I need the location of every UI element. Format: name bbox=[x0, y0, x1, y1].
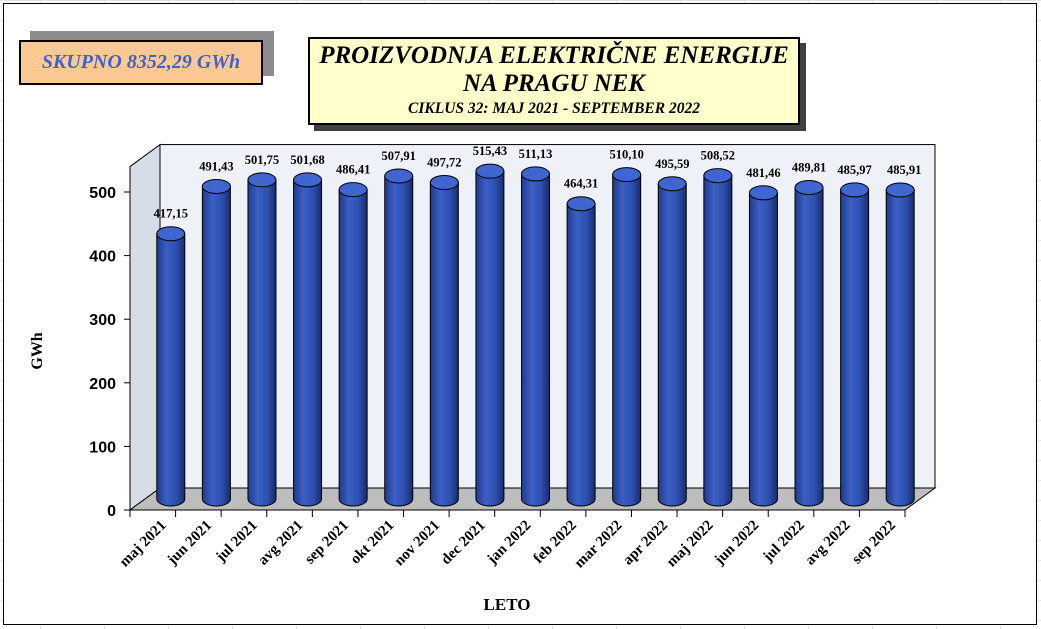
data-label: 417,15 bbox=[154, 207, 188, 221]
bar-top bbox=[475, 163, 505, 179]
bar bbox=[840, 189, 870, 507]
x-tick-label: okt 2021 bbox=[348, 518, 398, 568]
bar-top bbox=[293, 172, 323, 188]
data-label: 489,81 bbox=[792, 160, 826, 174]
bar-top bbox=[338, 182, 368, 198]
bar bbox=[566, 203, 596, 507]
x-tick-label: maj 2022 bbox=[664, 518, 717, 571]
x-tick-label: sep 2021 bbox=[302, 518, 352, 568]
x-tick-label: apr 2022 bbox=[620, 518, 671, 569]
data-label: 501,75 bbox=[245, 153, 279, 167]
bar bbox=[703, 175, 733, 507]
data-label: 464,31 bbox=[564, 177, 598, 191]
y-tick-label: 100 bbox=[89, 439, 116, 456]
bar-top bbox=[429, 174, 459, 190]
bar-top bbox=[794, 179, 824, 195]
data-label: 508,52 bbox=[701, 149, 735, 163]
bar-top bbox=[657, 176, 687, 192]
bar bbox=[794, 186, 824, 507]
bar-top bbox=[840, 182, 870, 198]
bar bbox=[885, 189, 915, 507]
data-label: 485,97 bbox=[837, 163, 871, 177]
bar-top bbox=[521, 166, 550, 182]
bar-top bbox=[156, 226, 186, 242]
chart-title-box: PROIZVODNJA ELEKTRIČNE ENERGIJE NA PRAGU… bbox=[308, 37, 800, 125]
x-axis-title: LETO bbox=[484, 595, 531, 614]
x-tick-label: sep 2022 bbox=[849, 518, 899, 568]
x-tick-label: maj 2021 bbox=[117, 518, 170, 571]
data-label: 507,91 bbox=[382, 149, 416, 163]
bar bbox=[429, 181, 459, 507]
data-label: 510,10 bbox=[609, 148, 643, 162]
bar bbox=[384, 175, 414, 507]
bar bbox=[293, 179, 323, 507]
bar bbox=[748, 192, 778, 507]
data-label: 495,59 bbox=[655, 157, 689, 171]
x-tick-label: nov 2021 bbox=[391, 518, 443, 570]
x-tick-label: avg 2021 bbox=[255, 518, 306, 569]
bar-top bbox=[885, 182, 915, 198]
bar bbox=[521, 173, 550, 507]
chart-title-line2: NA PRAGU NEK bbox=[463, 70, 645, 97]
data-label: 485,91 bbox=[887, 163, 921, 177]
y-tick-label: 500 bbox=[89, 185, 116, 202]
x-tick-label: mar 2022 bbox=[572, 518, 626, 572]
bar-top bbox=[748, 185, 778, 201]
bar bbox=[657, 183, 687, 507]
bar-top bbox=[566, 196, 596, 212]
data-label: 497,72 bbox=[427, 155, 461, 169]
data-label: 481,46 bbox=[746, 166, 780, 180]
data-label: 501,68 bbox=[290, 153, 324, 167]
data-label: 486,41 bbox=[336, 163, 370, 177]
chart-side-wall bbox=[129, 143, 161, 511]
total-text: SKUPNO 8352,29 GWh bbox=[41, 51, 241, 73]
bar-top bbox=[612, 167, 642, 183]
data-label: 491,43 bbox=[199, 159, 233, 173]
y-tick-label: 200 bbox=[89, 376, 116, 393]
x-tick-label: jun 2022 bbox=[711, 518, 762, 569]
y-tick-label: 300 bbox=[89, 312, 116, 329]
data-label: 511,13 bbox=[519, 147, 553, 161]
bar-top bbox=[384, 168, 414, 184]
bar-top bbox=[703, 168, 733, 184]
data-label: 515,43 bbox=[473, 144, 507, 158]
x-tick-label: jul 2022 bbox=[760, 518, 808, 566]
x-tick-label: jan 2022 bbox=[484, 518, 535, 569]
y-tick-label: 400 bbox=[89, 249, 116, 266]
bar bbox=[247, 179, 277, 507]
x-tick-label: jul 2021 bbox=[213, 518, 261, 566]
chart-title-line1: PROIZVODNJA ELEKTRIČNE ENERGIJE bbox=[319, 42, 789, 69]
bar-top bbox=[201, 178, 231, 194]
bar bbox=[338, 189, 368, 507]
x-tick-label: avg 2022 bbox=[802, 518, 853, 569]
bar-top bbox=[247, 172, 277, 188]
bar bbox=[201, 185, 231, 507]
bar bbox=[612, 174, 642, 507]
x-tick-label: jun 2021 bbox=[164, 518, 215, 569]
x-tick-label: dec 2021 bbox=[438, 518, 489, 569]
bar bbox=[156, 233, 186, 507]
y-tick-label: 0 bbox=[107, 503, 116, 520]
bar bbox=[475, 170, 505, 507]
chart-subtitle: CIKLUS 32: MAJ 2021 - SEPTEMBER 2022 bbox=[408, 100, 700, 117]
total-box: SKUPNO 8352,29 GWh bbox=[19, 40, 263, 85]
y-axis-title: GWh bbox=[29, 332, 46, 369]
